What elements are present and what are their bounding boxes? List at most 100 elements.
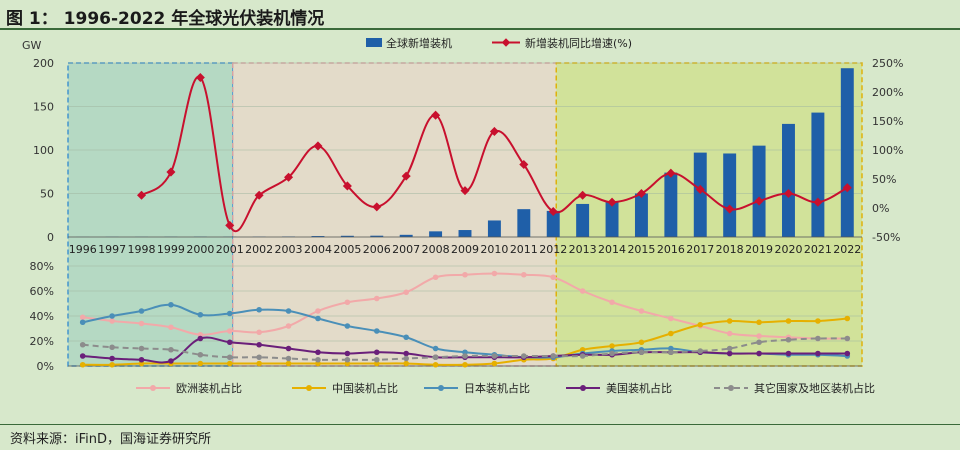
point-japan-share (432, 345, 439, 352)
point-china-share (109, 361, 115, 368)
point-europe-share (462, 271, 468, 278)
point-japan-share (138, 308, 145, 314)
point-europe-share (726, 330, 733, 337)
x-tick-label-year: 2016 (657, 243, 685, 256)
point-other-share (668, 349, 674, 356)
legend-marker-growth (501, 38, 511, 47)
bar-global-new-installs (782, 123, 795, 237)
point-yoy-growth (313, 141, 323, 151)
point-other-share (609, 350, 615, 357)
point-japan-share (226, 310, 233, 317)
top-right-tick-label: 200% (872, 86, 903, 99)
point-europe-share (756, 333, 762, 339)
legend-marker-europe-share (150, 385, 156, 391)
bottom-tick-label: 40% (30, 310, 54, 323)
source-divider (0, 424, 960, 425)
point-europe-share (668, 315, 674, 322)
x-tick-label-year: 2004 (304, 243, 332, 256)
point-japan-share (344, 323, 351, 329)
point-other-share (462, 353, 468, 359)
point-other-share (285, 355, 292, 362)
point-europe-share (403, 289, 409, 296)
x-tick-label-year: 2010 (480, 243, 508, 256)
legend-label-other-share: 其它国家及地区装机占比 (754, 381, 875, 395)
point-yoy-growth (342, 181, 352, 191)
x-tick-label-year: 1999 (157, 243, 185, 256)
point-europe-share (109, 318, 115, 324)
x-tick-label-year: 2011 (510, 243, 538, 256)
top-left-tick-label: 200 (33, 57, 54, 70)
figure-title: 图 1： 1996-2022 年全球光伏装机情况 (6, 9, 325, 29)
top-right-tick-label: -50% (872, 231, 900, 244)
x-tick-label-year: 2001 (216, 243, 244, 256)
era-zone-2 (232, 62, 557, 367)
point-china-share (432, 361, 439, 368)
point-other-share (726, 345, 733, 352)
bar-global-new-installs (458, 230, 472, 237)
bar-global-new-installs (811, 112, 825, 237)
point-china-share (226, 360, 233, 367)
point-china-share (668, 330, 674, 337)
point-yoy-growth (431, 110, 441, 120)
point-japan-share (109, 313, 115, 319)
point-usa-share (315, 349, 321, 356)
point-usa-share (226, 339, 233, 346)
point-europe-share (491, 270, 498, 277)
point-china-share (491, 360, 498, 367)
x-tick-label-year: 1998 (128, 243, 156, 256)
x-tick-label-year: 2013 (569, 243, 597, 256)
x-tick-label-year: 2014 (598, 243, 626, 256)
point-other-share (168, 346, 174, 353)
bottom-tick-label: 0% (37, 360, 54, 373)
legend-label-growth: 新增装机同比增速(%) (525, 36, 632, 50)
figure-source: 资料来源：iFinD，国海证券研究所 (10, 432, 212, 447)
bar-global-new-installs (340, 235, 354, 237)
x-tick-label-year: 2012 (539, 243, 567, 256)
point-usa-share (344, 350, 351, 357)
legend-marker-japan-share (438, 385, 444, 391)
point-other-share (785, 336, 792, 343)
point-china-share (638, 339, 645, 346)
point-usa-share (285, 345, 292, 352)
bar-global-new-installs (693, 152, 707, 237)
point-china-share (79, 361, 86, 368)
legend-swatch-bars (366, 38, 382, 47)
point-europe-share (609, 299, 615, 306)
top-right-tick-label: 250% (872, 57, 903, 70)
point-usa-share (197, 335, 204, 342)
x-tick-label-year: 2019 (745, 243, 773, 256)
legend-label-china-share: 中国装机占比 (332, 381, 398, 395)
legend-marker-other-share (728, 385, 734, 391)
bar-global-new-installs (605, 202, 619, 237)
bar-global-new-installs (370, 235, 384, 237)
point-europe-share (315, 308, 321, 314)
bar-global-new-installs (634, 193, 648, 237)
x-tick-label-year: 2021 (804, 243, 832, 256)
point-other-share (344, 356, 351, 363)
x-tick-label-year: 2005 (333, 243, 361, 256)
bar-global-new-installs (399, 234, 413, 237)
title-divider (0, 28, 960, 30)
x-tick-label-year: 1997 (98, 243, 126, 256)
point-japan-share (403, 334, 409, 341)
point-europe-share (79, 314, 86, 321)
legend-label-europe-share: 欧洲装机占比 (176, 381, 242, 395)
bar-global-new-installs (840, 68, 854, 237)
bar-global-new-installs (311, 236, 325, 237)
point-other-share (109, 344, 115, 351)
chart-canvas: 0 50 100 150 200 GW -50% 0% 50% 100% 150% 200% 250% 1… (22, 36, 903, 395)
point-china-share (815, 318, 821, 324)
point-china-share (785, 318, 792, 324)
point-other-share (756, 339, 762, 346)
point-china-share (285, 360, 292, 367)
top-right-tick-label: 0% (872, 202, 889, 215)
bar-global-new-installs (546, 210, 560, 237)
x-tick-label-year: 2000 (186, 243, 214, 256)
top-right-tick-label: 150% (872, 115, 903, 128)
point-other-share (197, 351, 204, 358)
point-china-share (726, 318, 733, 324)
point-europe-share (256, 329, 262, 336)
top-right-tick-label: 50% (872, 173, 896, 186)
legend-marker-usa-share (580, 385, 586, 391)
point-japan-share (315, 315, 321, 322)
